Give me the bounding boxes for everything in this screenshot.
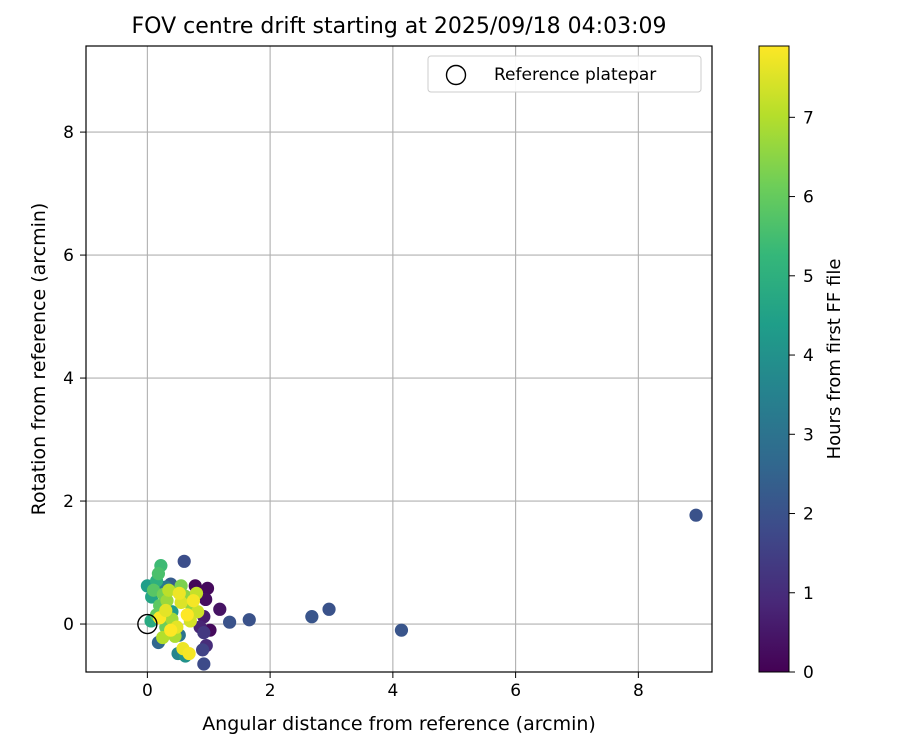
colorbar-tick-label: 5 [803, 267, 814, 287]
x-tick-label: 8 [633, 681, 644, 701]
data-point [305, 610, 319, 624]
data-point [197, 626, 211, 640]
data-point [177, 554, 191, 568]
colorbar-label: Hours from first FF file [824, 259, 845, 460]
data-point [322, 602, 336, 616]
data-point [186, 594, 201, 608]
x-axis-label: Angular distance from reference (arcmin) [202, 713, 596, 735]
data-point [164, 623, 178, 637]
data-point [182, 646, 196, 661]
y-axis-label: Rotation from reference (arcmin) [28, 203, 50, 516]
colorbar-tick-label: 7 [803, 108, 814, 128]
legend-marker-reference [445, 64, 467, 86]
data-point [172, 586, 186, 600]
data-point [160, 594, 174, 608]
colorbar: 0 1 2 3 4 5 6 7 Hours from first FF file [758, 45, 845, 683]
data-point [242, 613, 256, 627]
x-tick-label: 2 [265, 681, 276, 701]
colorbar-tick-label: 1 [803, 584, 814, 604]
data-point [223, 615, 237, 629]
legend: Reference platepar [427, 55, 702, 93]
colorbar-scale [758, 45, 790, 673]
data-point [151, 567, 166, 581]
y-tick-label: 6 [63, 246, 74, 266]
legend-label-reference: Reference platepar [494, 65, 656, 85]
colorbar-tick-label: 6 [803, 188, 814, 208]
x-tick-label: 0 [142, 681, 153, 701]
colorbar-tick-label: 2 [803, 505, 814, 525]
data-point [159, 603, 173, 618]
colorbar-tick-label: 0 [803, 663, 814, 683]
data-point [394, 623, 409, 637]
y-tick-label: 0 [63, 615, 74, 635]
data-point [689, 508, 703, 522]
data-point [200, 581, 215, 595]
plot-background [86, 46, 712, 672]
x-tick-label: 4 [387, 681, 398, 701]
data-point [196, 643, 210, 657]
data-point [162, 583, 176, 597]
data-point [191, 605, 205, 619]
y-tick-label: 2 [63, 492, 74, 512]
y-tick-label: 4 [63, 369, 74, 389]
y-tick-label: 8 [63, 123, 74, 143]
chart-title: FOV centre drift starting at 2025/09/18 … [132, 14, 667, 39]
x-tick-label: 6 [510, 681, 521, 701]
x-axis-ticks: 0 2 4 6 8 [142, 672, 644, 701]
colorbar-tick-label: 4 [803, 346, 814, 366]
y-axis-ticks: 0 2 4 6 8 [63, 123, 86, 635]
plot-axes: 0 2 4 6 8 0 2 4 6 8 [63, 45, 713, 701]
data-point [180, 608, 194, 622]
legend-box [427, 55, 702, 93]
scatter-points [140, 508, 703, 671]
reference-marker [137, 613, 158, 635]
colorbar-tick-label: 3 [803, 425, 814, 445]
reference-point [137, 613, 158, 635]
colorbar-ticks: 0 1 2 3 4 5 6 7 [789, 108, 814, 683]
plot-frame [85, 45, 713, 673]
data-point [197, 657, 211, 671]
data-point [213, 602, 227, 616]
